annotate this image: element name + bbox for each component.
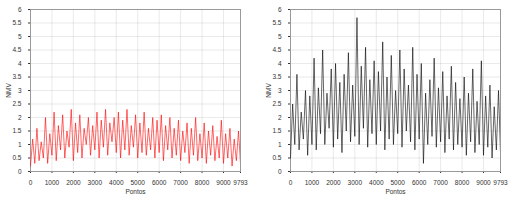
svg-text:8000: 8000 [195,179,210,186]
svg-text:7000: 7000 [433,179,448,186]
svg-text:5.5: 5.5 [272,19,281,26]
svg-text:3000: 3000 [88,179,103,186]
svg-text:0: 0 [29,179,33,186]
svg-text:0.5: 0.5 [272,154,281,161]
svg-text:4: 4 [278,60,282,67]
svg-text:1: 1 [18,141,22,148]
svg-text:NMV: NMV [5,83,12,98]
svg-text:2000: 2000 [326,179,341,186]
svg-text:2000: 2000 [66,179,81,186]
svg-text:2.5: 2.5 [272,100,281,107]
svg-text:5000: 5000 [130,179,145,186]
svg-text:3000: 3000 [348,179,363,186]
svg-text:3.5: 3.5 [272,73,281,80]
svg-text:4.5: 4.5 [12,46,21,53]
svg-text:5.5: 5.5 [12,19,21,26]
svg-text:2.5: 2.5 [12,100,21,107]
svg-text:1: 1 [278,141,282,148]
svg-text:1.5: 1.5 [12,127,21,134]
svg-text:1000: 1000 [45,179,60,186]
svg-text:6: 6 [278,6,282,13]
svg-text:Pontos: Pontos [125,188,146,195]
svg-text:Pontos: Pontos [385,188,406,195]
svg-text:0.5: 0.5 [12,154,21,161]
svg-text:5: 5 [278,33,282,40]
svg-text:8000: 8000 [455,179,470,186]
svg-text:2: 2 [18,114,22,121]
svg-text:0: 0 [18,168,22,175]
svg-text:9793: 9793 [233,179,248,186]
svg-text:9000: 9000 [476,179,491,186]
svg-text:NMV: NMV [265,83,272,98]
svg-text:4.5: 4.5 [272,46,281,53]
svg-text:3: 3 [278,87,282,94]
svg-text:9793: 9793 [493,179,508,186]
svg-text:0: 0 [278,168,282,175]
svg-text:3: 3 [18,87,22,94]
svg-text:7000: 7000 [173,179,188,186]
svg-text:9000: 9000 [216,179,231,186]
svg-text:1.5: 1.5 [272,127,281,134]
svg-text:0: 0 [289,179,293,186]
svg-text:6: 6 [18,6,22,13]
svg-text:6000: 6000 [152,179,167,186]
svg-text:5: 5 [18,33,22,40]
svg-text:5000: 5000 [390,179,405,186]
svg-text:2: 2 [278,114,282,121]
svg-text:1000: 1000 [305,179,320,186]
svg-text:4000: 4000 [109,179,124,186]
svg-text:4000: 4000 [369,179,384,186]
svg-text:3.5: 3.5 [12,73,21,80]
svg-text:4: 4 [18,60,22,67]
svg-text:6000: 6000 [412,179,427,186]
